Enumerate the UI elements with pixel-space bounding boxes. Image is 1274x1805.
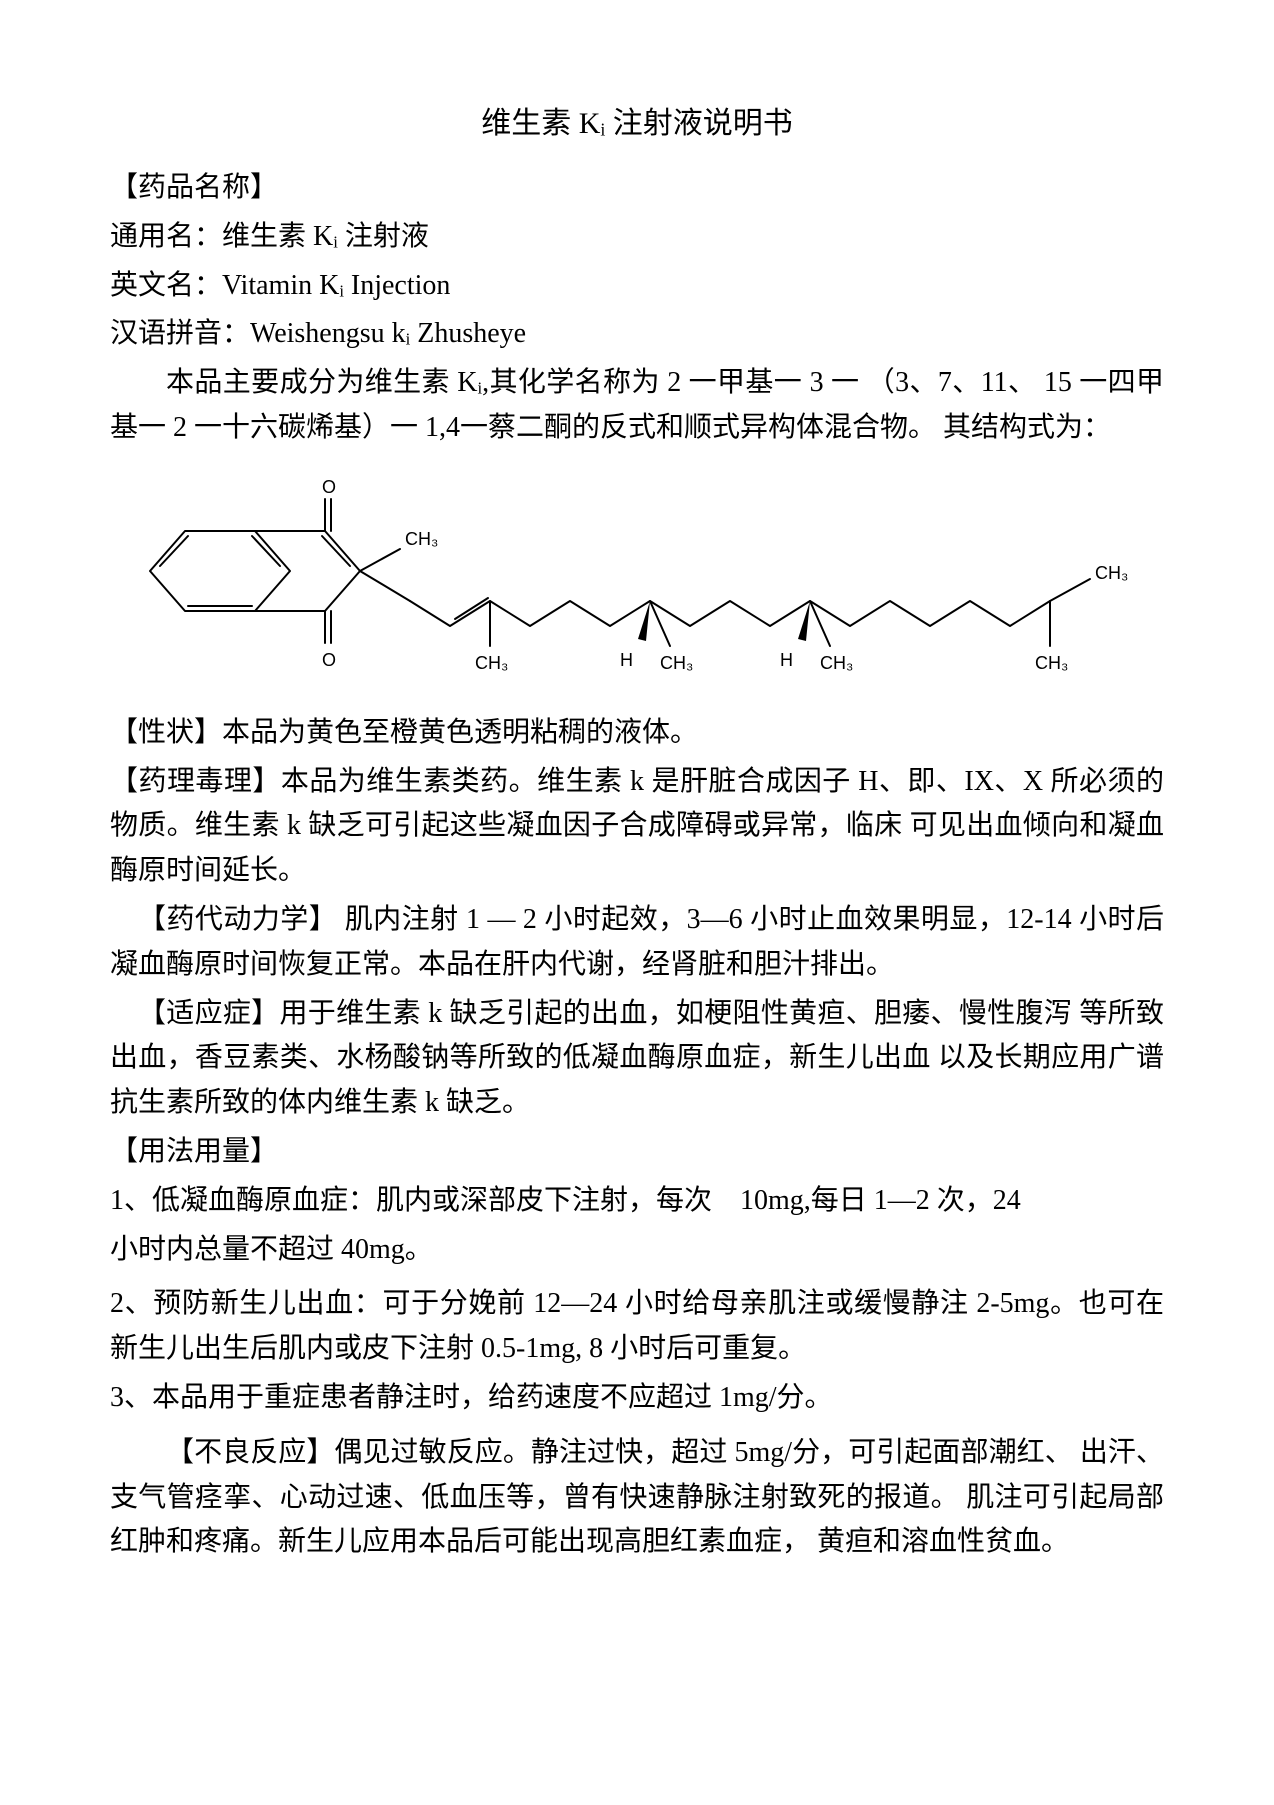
label-ch3-ring: CH₃ <box>405 529 438 549</box>
usage-item-1: 1、低凝血酶原血症：肌内或深部皮下注射，每次 10mg,每日 1—2 次，24 <box>110 1179 1164 1224</box>
drug-name-section-header: 【药品名称】 <box>110 166 1164 211</box>
document-page: 维生素 Kᵢ 注射液说明书 【药品名称】 通用名：维生素 Kᵢ 注射液 英文名：… <box>0 0 1274 1805</box>
chemical-structure-diagram: O O CH₃ CH₃ H CH₃ H CH₃ CH₃ CH₃ <box>110 471 1164 701</box>
english-name-line: 英文名：Vitamin Kᵢ Injection <box>110 264 1164 309</box>
generic-name-line: 通用名：维生素 Kᵢ 注射液 <box>110 215 1164 260</box>
indications-header: 【适应症】 <box>138 998 279 1029</box>
label-ch3-chain2: CH₃ <box>660 653 693 673</box>
generic-name-label: 通用名： <box>110 221 222 252</box>
indications-section: 【适应症】用于维生素 k 缺乏引起的出血，如梗阻性黄疸、胆痿、慢性腹泻 等所致出… <box>110 992 1164 1126</box>
english-name-value: Vitamin Kᵢ Injection <box>222 270 450 301</box>
label-o-bottom: O <box>322 650 336 670</box>
label-h2: H <box>780 650 793 670</box>
adverse-header: 【不良反应】 <box>166 1437 334 1468</box>
characters-text: 本品为黄色至橙黄色透明粘稠的液体。 <box>222 717 698 748</box>
usage-item-3: 3、本品用于重症患者静注时，给药速度不应超过 1mg/分。 <box>110 1376 1164 1421</box>
label-ch3-chain1: CH₃ <box>475 653 508 673</box>
label-o-top: O <box>322 477 336 497</box>
generic-name-value: 维生素 Kᵢ 注射液 <box>222 221 429 252</box>
label-ch3-top: CH₃ <box>1095 563 1128 583</box>
characters-header: 【性状】 <box>110 717 222 748</box>
pharmacokinetics-header: 【药代动力学】 <box>138 904 337 935</box>
pharmacology-section: 【药理毒理】本品为维生素类药。维生素 k 是肝脏合成因子 H、即、IX、X 所必… <box>110 760 1164 894</box>
usage-header: 【用法用量】 <box>110 1130 1164 1175</box>
adverse-section: 【不良反应】偶见过敏反应。静注过快，超过 5mg/分，可引起面部潮红、 出汗、支… <box>110 1431 1164 1565</box>
pharmacology-header: 【药理毒理】 <box>110 766 281 797</box>
main-ingredient-text: 本品主要成分为维生素 Kᵢ,其化学名称为 2 一甲基一 3 一 （3、7、11、… <box>110 361 1164 451</box>
pharmacokinetics-section: 【药代动力学】 肌内注射 1 — 2 小时起效，3—6 小时止血效果明显，12-… <box>110 898 1164 988</box>
usage-item-2: 2、预防新生儿出血：可于分娩前 12—24 小时给母亲肌注或缓慢静注 2-5mg… <box>110 1282 1164 1372</box>
label-ch3-end: CH₃ <box>1035 653 1068 673</box>
document-title: 维生素 Kᵢ 注射液说明书 <box>110 100 1164 148</box>
label-h1: H <box>620 650 633 670</box>
characters-section: 【性状】本品为黄色至橙黄色透明粘稠的液体。 <box>110 711 1164 756</box>
usage-item-1b: 小时内总量不超过 40mg。 <box>110 1228 1164 1273</box>
pinyin-label: 汉语拼音： <box>110 318 250 349</box>
label-ch3-chain3: CH₃ <box>820 653 853 673</box>
pinyin-line: 汉语拼音：Weishengsu kᵢ Zhusheye <box>110 312 1164 357</box>
pinyin-value: Weishengsu kᵢ Zhusheye <box>250 318 526 349</box>
english-name-label: 英文名： <box>110 270 222 301</box>
